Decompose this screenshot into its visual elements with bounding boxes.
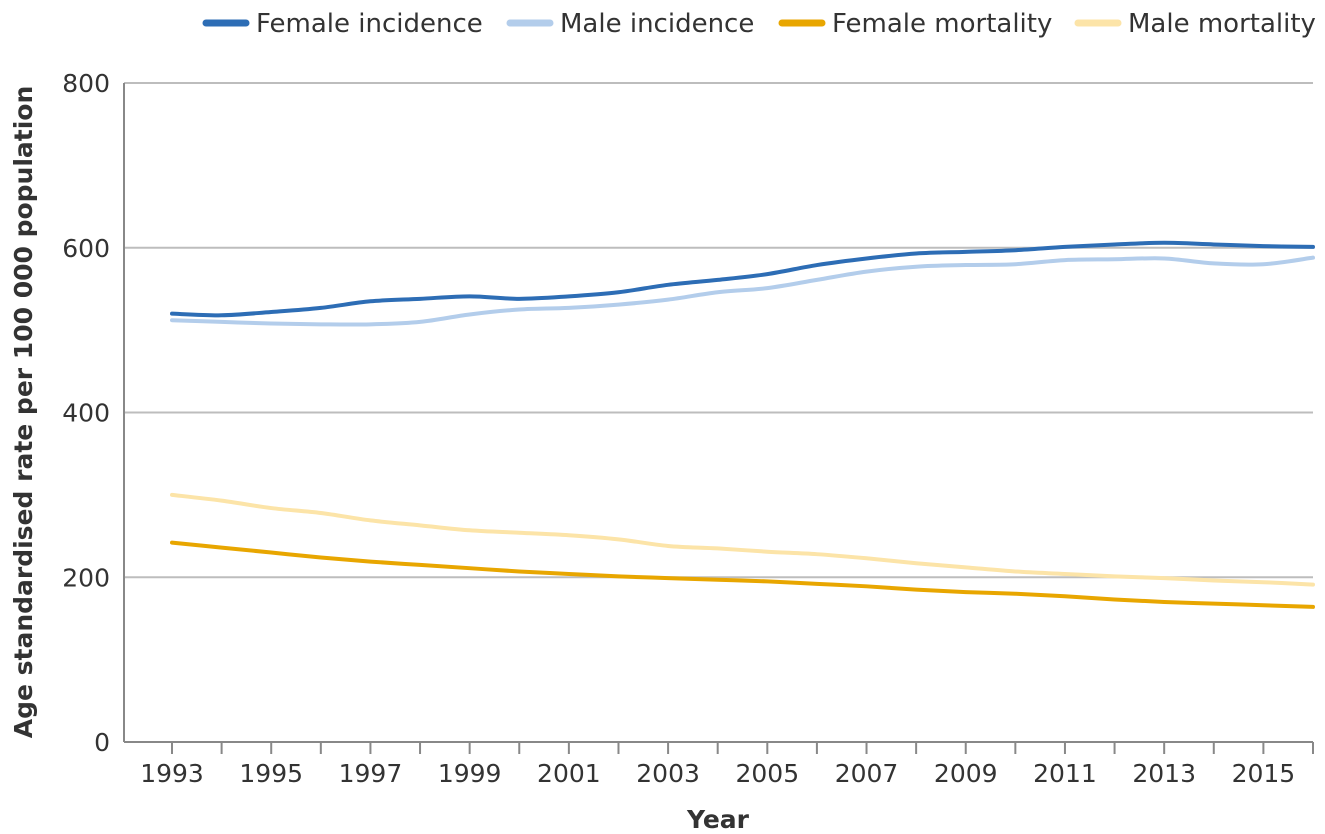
series-lines	[170, 240, 1315, 609]
x-tick-label: 1997	[339, 759, 403, 788]
x-axis-title: Year	[686, 805, 750, 834]
y-tick-label: 0	[94, 728, 110, 757]
series-line-male-incidence	[170, 255, 1315, 327]
legend-label: Female mortality	[832, 9, 1052, 39]
gridlines	[124, 82, 1313, 579]
y-tick-label: 200	[62, 563, 110, 592]
x-tick-label: 2007	[835, 759, 899, 788]
legend-item-female-incidence: Female incidence	[202, 9, 483, 39]
series-line-female-incidence	[170, 240, 1315, 318]
y-tick-label: 400	[62, 399, 110, 428]
legend-label: Female incidence	[256, 9, 483, 39]
legend: Female incidence Male incidence Female mor…	[202, 9, 1316, 39]
x-tick-label: 2011	[1033, 759, 1097, 788]
series-line-male-mortality	[170, 492, 1315, 587]
y-tick-label: 600	[62, 234, 110, 263]
x-tick-label: 2003	[636, 759, 700, 788]
x-tick-label: 2005	[735, 759, 799, 788]
x-tick-label: 2001	[537, 759, 601, 788]
legend-item-female-mortality: Female mortality	[778, 9, 1052, 39]
x-tick-label: 1999	[438, 759, 502, 788]
y-axis-title: Age standardised rate per 100 000 popula…	[9, 86, 38, 739]
x-tick-label: 1995	[239, 759, 303, 788]
axes: 0 200 400 600 800 1993 1995 1997 1999 2001 2003 200…	[62, 69, 1314, 788]
x-tick-label: 1993	[140, 759, 204, 788]
x-tick-label: 2009	[934, 759, 998, 788]
legend-label: Male mortality	[1128, 9, 1316, 39]
x-tick-label: 2013	[1132, 759, 1196, 788]
x-tick-label: 2015	[1232, 759, 1296, 788]
legend-item-male-mortality: Male mortality	[1074, 9, 1316, 39]
y-tick-label: 800	[62, 69, 110, 98]
legend-label: Male incidence	[560, 9, 754, 39]
series-line-female-mortality	[170, 540, 1315, 609]
legend-item-male-incidence: Male incidence	[506, 9, 754, 39]
